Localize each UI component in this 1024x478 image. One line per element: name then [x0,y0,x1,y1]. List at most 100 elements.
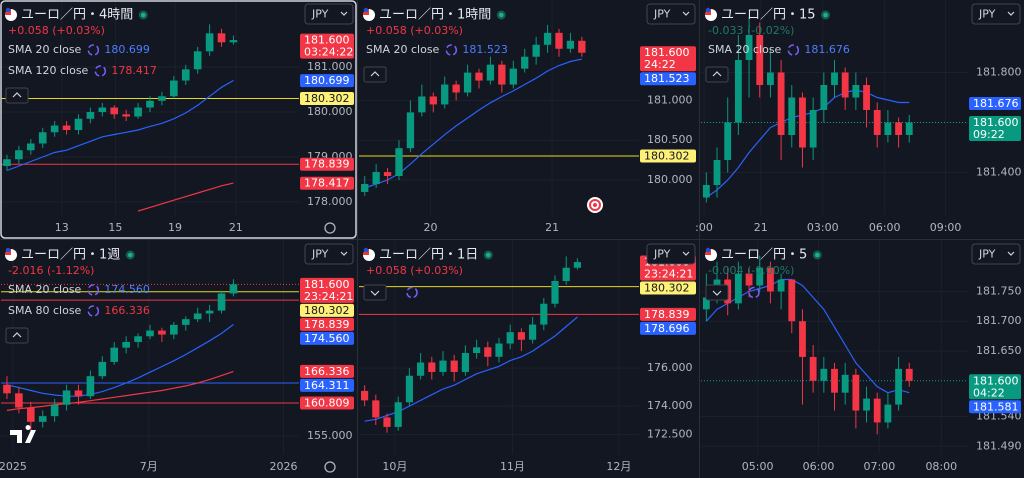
currency-label[interactable]: JPY [978,248,996,261]
candle-body [62,390,71,405]
settings-icon [324,222,336,234]
plot-area [359,240,639,454]
change-text: -0.004 (-0.00%) [708,264,794,277]
currency-label[interactable]: JPY [653,248,671,261]
legend-toggle[interactable] [5,87,29,104]
candle-body [767,267,774,292]
price-tag-label: 181.600 [304,34,350,47]
currency-chevron [682,251,690,256]
y-tick-label: 181.000 [647,93,693,106]
candle-body [852,374,860,411]
panel[interactable] [700,240,1024,478]
chart-title[interactable]: ユーロ／円・1時間 [379,8,491,23]
currency-button[interactable] [304,3,354,25]
indicator-label[interactable]: SMA 20 close [366,43,440,56]
market-status-dot [814,252,820,258]
currency-label[interactable]: JPY [311,248,329,261]
indicator-label[interactable]: SMA 20 close [8,43,82,56]
candle-body [475,72,483,81]
currency-button[interactable] [304,243,354,265]
candle-body [450,360,458,372]
candle-body [486,64,495,81]
candle-body [799,321,806,357]
candle-body [543,32,552,45]
sma-line [137,182,234,212]
price-tag-label: 160.809 [304,396,350,409]
candle-body [86,112,95,119]
legend-toggle[interactable] [363,66,387,83]
indicator-label[interactable]: SMA 120 close [8,64,89,77]
legend-toggle[interactable] [363,284,387,301]
x-tick-label: 07:00 [864,460,896,473]
candle-body [406,112,415,149]
price-tag-label: 166.336 [304,365,350,378]
indicator-label[interactable]: SMA 20 close [8,283,82,296]
x-tick-label: :00 [695,221,713,234]
legend-toggle[interactable] [5,327,29,344]
y-tick-label: 176.000 [647,361,693,374]
currency-button[interactable] [646,243,696,265]
price-tag-label: 180.302 [644,149,690,162]
indicator-icon [748,286,760,299]
candle-body [799,97,806,148]
x-tick-label: 06:00 [869,221,901,234]
price-tag-label: 181.581 [973,400,1019,413]
x-tick-label: 03:00 [807,221,839,234]
candle-body [50,404,59,417]
candle-body [831,72,838,85]
price-tag [300,33,354,59]
chart-title[interactable]: ユーロ／円・1日 [379,248,478,263]
candle-body [551,281,559,304]
panel[interactable] [358,0,699,239]
currency-label[interactable]: JPY [311,8,329,21]
symbol-flag-blue [5,7,11,13]
indicator-label[interactable]: SMA 20 close [708,43,782,56]
candle-body [146,330,154,337]
currency-button[interactable] [646,3,696,25]
candle-body [521,56,529,69]
candle-body [122,114,130,117]
chart-title[interactable]: ユーロ／円・1週 [21,248,120,263]
y-tick-label: 181.400 [976,166,1022,179]
candle-body [724,122,732,160]
plot-area [701,0,968,215]
candle-body [395,148,403,177]
y-tick-label: 180.000 [307,105,353,118]
y-tick-label: 180.000 [647,173,693,186]
y-tick-label: 174.000 [647,399,693,412]
chart-title[interactable]: ユーロ／円・5 [721,248,807,263]
price-tag-label: 181.600 [973,116,1019,129]
legend-toggle[interactable] [705,284,729,301]
candle-body [205,33,214,52]
change-text: +0.058 (+0.03%) [366,264,463,277]
candle-body [734,273,742,304]
currency-label[interactable]: JPY [978,8,996,21]
price-tag [300,157,354,171]
chart-title[interactable]: ユーロ／円・15 [721,8,816,23]
price-tag [640,46,696,72]
indicator-value: 174.560 [104,283,150,296]
indicator-value: 166.336 [104,304,150,317]
candle-body [38,416,47,422]
candle-body [181,319,190,325]
indicator-label[interactable]: SMA 80 close [8,304,82,317]
currency-button[interactable] [971,243,1021,265]
currency-label[interactable]: JPY [653,8,671,21]
candle-body [484,347,492,357]
symbol-flag-blue [363,247,369,253]
candle-body [229,40,238,43]
plot-area [1,240,299,454]
candle-body [110,347,119,362]
candle-body [429,96,437,105]
y-tick-label: 181.800 [976,66,1022,79]
currency-button[interactable] [971,3,1021,25]
legend-toggle[interactable] [705,66,729,83]
y-tick-label: 181.750 [976,284,1022,297]
candle-body [841,72,849,98]
price-tag [300,303,354,317]
plot-area [359,0,639,215]
candle-body [702,185,710,198]
price-tag-label: 181.600 [973,374,1019,387]
chart-title[interactable]: ユーロ／円・4時間 [21,8,133,23]
